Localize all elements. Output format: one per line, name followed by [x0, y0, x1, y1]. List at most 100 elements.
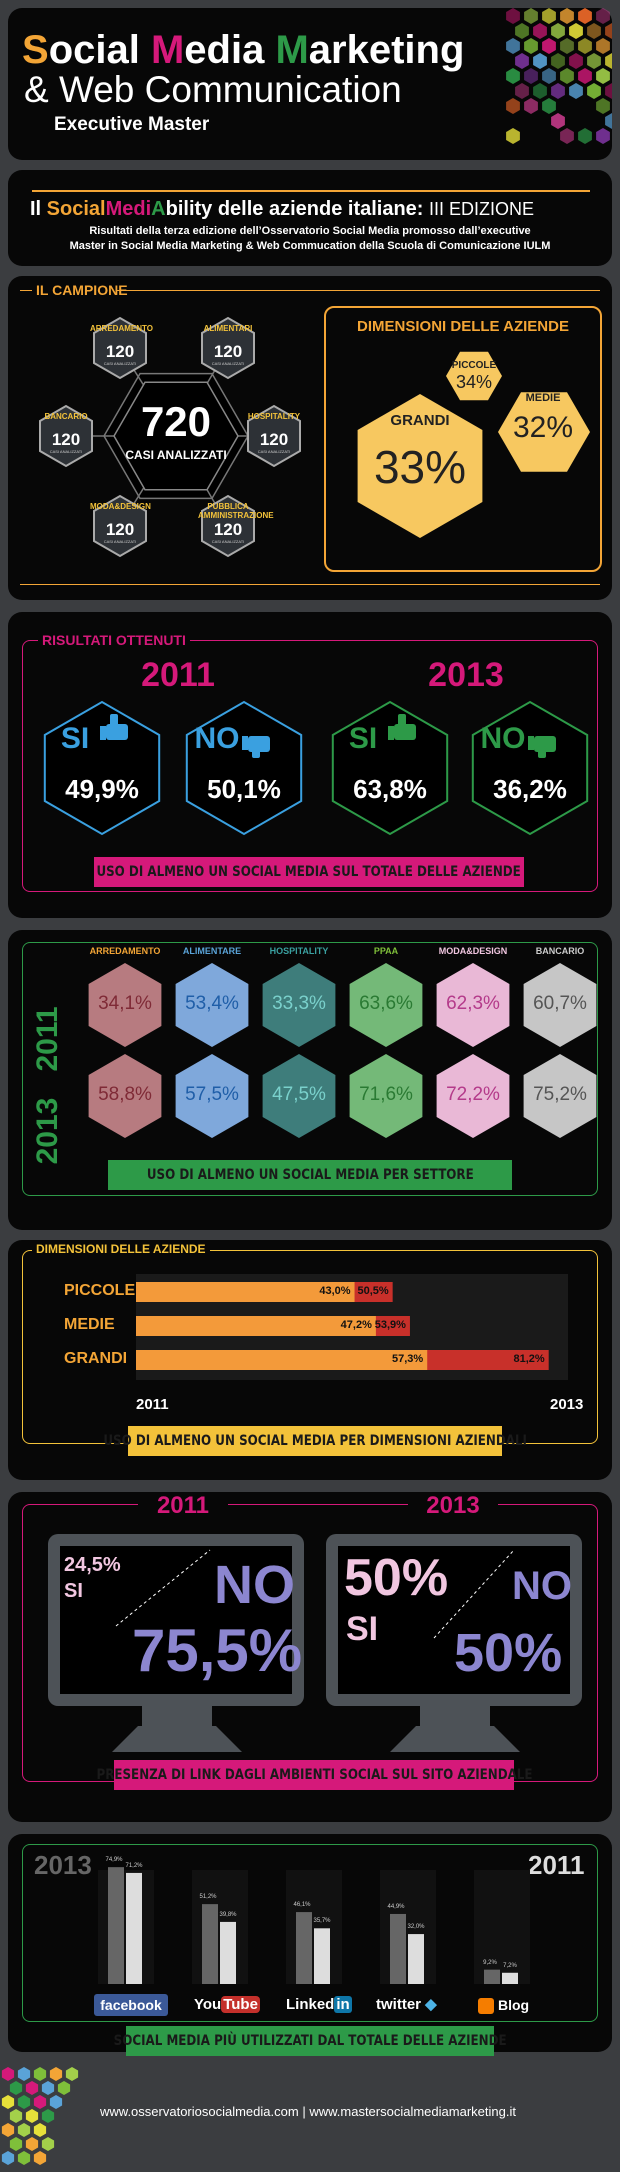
mosaic-hex: [560, 38, 574, 54]
social-bar-2011: [314, 1928, 330, 1984]
sector-v2013-value: 72,2%: [431, 1084, 515, 1106]
social-2013-value: 46,1%: [284, 1902, 320, 1908]
bar-2013-value: 53,9%: [354, 1319, 406, 1331]
footer-url-observatory[interactable]: www.osservatoriosocialmedia.com: [100, 2104, 299, 2119]
mosaic-hex: [605, 53, 612, 69]
mosaic-hex: [506, 128, 520, 144]
campione-panel: IL CAMPIONE 720 CASI ANALIZZATI DIMENSIO…: [8, 276, 612, 600]
dim-piccole-label: PICCOLE: [444, 360, 504, 371]
sector-column-name: BANCARIO: [516, 946, 604, 956]
footer-hexagon-mosaic: [0, 2066, 110, 2172]
monitor-2011-si-label: SI: [64, 1580, 83, 1603]
risultati-panel: RISULTATI OTTENUTI 2011 2013 USO DI ALME…: [8, 612, 612, 918]
dim-grandi-label: GRANDI: [370, 412, 470, 429]
sector-v2011-value: 34,1%: [83, 993, 167, 1015]
mosaic-hex: [587, 53, 601, 69]
settori-ribbon: USO DI ALMENO UN SOCIAL MEDIA PER SETTOR…: [108, 1160, 512, 1190]
monitor-2011-no-value: 75,5%: [132, 1616, 302, 1685]
sector-note: CASI ANALIZZATI: [244, 449, 304, 454]
social-2011-value: 32,0%: [398, 1924, 434, 1930]
linkedin-logo: Linked in: [286, 1994, 356, 2016]
mosaic-hex: [18, 2067, 30, 2081]
mosaic-hex: [34, 2151, 46, 2165]
social-bar-2013: [484, 1970, 500, 1984]
mosaic-hex: [506, 8, 520, 24]
mosaic-hex: [533, 53, 547, 69]
social-2013-value: 44,9%: [378, 1904, 414, 1910]
mosaic-hex: [578, 8, 592, 24]
campione-center-value: 720: [126, 398, 226, 446]
mosaic-hex: [578, 38, 592, 54]
intro-panel: Il SocialMediAbility delle aziende itali…: [8, 170, 612, 266]
chart-xlabel-2011: 2011: [136, 1396, 169, 1413]
bar-2013-value: 50,5%: [337, 1285, 389, 1297]
mosaic-hex: [524, 98, 538, 114]
header-title: Social Media Marketing: [22, 28, 464, 72]
sector-note: CASI ANALIZZATI: [90, 539, 150, 544]
mosaic-hex: [569, 23, 583, 39]
mosaic-hex: [533, 83, 547, 99]
mosaic-hex: [506, 68, 520, 84]
mosaic-hex: [587, 83, 601, 99]
bar-2011-value: 57,3%: [371, 1353, 423, 1365]
sector-note: CASI ANALIZZATI: [90, 361, 150, 366]
blog-logo: Blog: [478, 1994, 538, 2016]
intro-sub-line-2: Master in Social Media Marketing & Web C…: [8, 240, 612, 252]
sector-v2011-value: 63,6%: [344, 993, 428, 1015]
bar-category-label: MEDIE: [64, 1316, 134, 1334]
sector-name: PUBBLICA AMMINISTRAZIONE: [198, 502, 258, 520]
mosaic-hex: [524, 38, 538, 54]
mosaic-hex: [18, 2151, 30, 2165]
mosaic-hex: [42, 2109, 54, 2123]
sector-note: CASI ANALIZZATI: [198, 539, 258, 544]
sector-column-name: ARREDAMENTO: [81, 946, 169, 956]
mosaic-hex: [10, 2081, 22, 2095]
sector-v2013-value: 58,8%: [83, 1084, 167, 1106]
dimensioni-chart-panel: DIMENSIONI DELLE AZIENDE 2011 2013 USO D…: [8, 1240, 612, 1480]
hexagon-mosaic-decoration: [503, 8, 612, 158]
bar-category-label: GRANDI: [64, 1350, 134, 1368]
sector-name: MODA&DESIGN: [90, 502, 150, 511]
mosaic-hex: [578, 128, 592, 144]
mosaic-hex: [551, 113, 565, 129]
footer-links: www.osservatoriosocialmedia.com | www.ma…: [100, 2104, 600, 2119]
mosaic-hex: [551, 83, 565, 99]
result-label: NO: [478, 722, 528, 756]
mosaic-hex: [524, 8, 538, 24]
sector-value: 120: [36, 430, 96, 450]
header-subtitle: & Web Communication: [24, 70, 402, 110]
youtube-logo: You Tube: [194, 1994, 254, 2016]
mosaic-hex: [515, 23, 529, 39]
social-2011-value: 35,7%: [304, 1918, 340, 1924]
sector-name: HOSPITALITY: [244, 412, 304, 421]
result-label: SI: [50, 722, 100, 756]
mosaic-hex: [596, 8, 610, 24]
sector-v2013-value: 57,5%: [170, 1084, 254, 1106]
footer-url-master[interactable]: www.mastersocialmediamarketing.it: [309, 2104, 516, 2119]
intro-sub-line-1: Risultati della terza edizione dell’Osse…: [8, 225, 612, 237]
mosaic-hex: [542, 8, 556, 24]
header-panel: Social Media Marketing & Web Communicati…: [8, 8, 612, 160]
mosaic-hex: [50, 2095, 62, 2109]
intro-rule: [32, 190, 590, 192]
mosaic-hex: [18, 2095, 30, 2109]
sector-value: 120: [198, 520, 258, 540]
sector-name: ARREDAMENTO: [90, 324, 150, 333]
mosaic-hex: [578, 68, 592, 84]
mosaic-hex: [42, 2137, 54, 2151]
mosaic-hex: [42, 2081, 54, 2095]
mosaic-hex: [34, 2067, 46, 2081]
mosaic-hex: [10, 2137, 22, 2151]
link-ribbon: PRESENZA DI LINK DAGLI AMBIENTI SOCIAL S…: [114, 1760, 514, 1790]
sector-name: ALIMENTARI: [198, 324, 258, 333]
facebook-logo: facebook: [94, 1994, 168, 2016]
result-label: SI: [338, 722, 388, 756]
mosaic-hex: [542, 68, 556, 84]
sector-v2011-value: 62,3%: [431, 993, 515, 1015]
mosaic-hex: [560, 8, 574, 24]
mosaic-hex: [34, 2095, 46, 2109]
monitor-2013-si-label: SI: [346, 1610, 378, 1649]
mosaic-hex: [2, 2067, 14, 2081]
social-bar-2011: [502, 1973, 518, 1984]
mosaic-hex: [26, 2137, 38, 2151]
